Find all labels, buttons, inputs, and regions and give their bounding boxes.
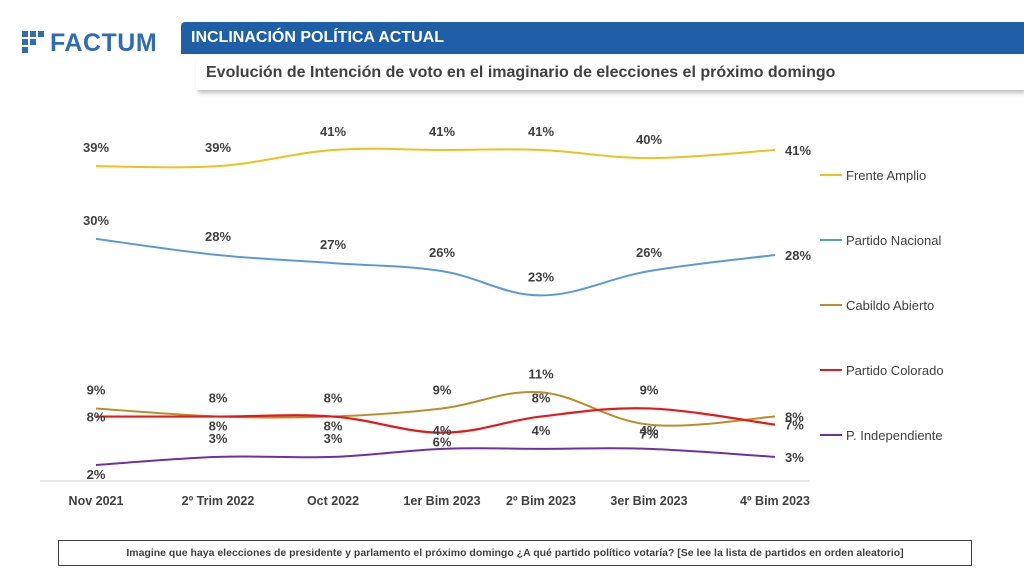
legend-swatch (820, 174, 842, 176)
question-footnote: Imagine que haya elecciones de president… (58, 540, 972, 566)
data-label-partido-colorado: 7% (785, 418, 804, 433)
data-label-partido-nacional: 28% (785, 248, 811, 263)
data-label-partido-nacional: 26% (429, 245, 455, 260)
factum-logo: FACTUM (20, 26, 170, 62)
data-label-partido-nacional: 28% (205, 229, 231, 244)
data-label-p-independiente: 2% (87, 467, 106, 482)
x-tick-label: 2º Bim 2023 (506, 494, 576, 508)
x-tick-label: Oct 2022 (307, 494, 359, 508)
legend-item-partido-colorado: Partido Colorado (820, 361, 944, 379)
x-tick-label: 1er Bim 2023 (403, 494, 480, 508)
data-label-cabildo-abierto: 9% (87, 382, 106, 397)
legend-label: Partido Nacional (846, 232, 942, 248)
data-label-p-independiente: 4% (433, 423, 452, 438)
data-label-frente-amplio: 39% (83, 140, 109, 155)
header-band: INCLINACIÓN POLÍTICA ACTUAL (181, 22, 1024, 54)
x-tick-label: 4º Bim 2023 (740, 494, 810, 508)
legend-label: Partido Colorado (846, 362, 944, 378)
legend-swatch (820, 239, 842, 241)
footnote-text: Imagine que haya elecciones de president… (126, 547, 904, 559)
data-label-p-independiente: 4% (532, 423, 551, 438)
legend-label: Cabildo Abierto (846, 297, 935, 313)
data-label-cabildo-abierto: 8% (209, 391, 228, 406)
data-label-partido-nacional: 23% (528, 269, 554, 284)
data-label-partido-colorado: 8% (532, 391, 551, 406)
data-label-p-independiente: 4% (640, 423, 659, 438)
data-label-cabildo-abierto: 7% (640, 427, 659, 442)
data-label-partido-nacional: 27% (320, 237, 346, 252)
legend-item-cabildo-abierto: Cabildo Abierto (820, 296, 934, 314)
legend-item-p-independiente: P. Independiente (820, 426, 943, 444)
legend-label: Frente Amplio (846, 167, 927, 183)
data-label-partido-nacional: 26% (636, 245, 662, 260)
series-line-partido-nacional (95, 237, 776, 297)
series-line-p-independiente (95, 447, 776, 466)
data-label-cabildo-abierto: 8% (324, 391, 343, 406)
data-label-frente-amplio: 41% (785, 143, 811, 158)
series-line-partido-colorado (96, 407, 776, 434)
data-label-frente-amplio: 41% (429, 124, 455, 139)
legend-swatch (820, 434, 842, 436)
data-label-p-independiente: 3% (209, 431, 228, 446)
x-tick-label: 2º Trim 2022 (182, 494, 255, 508)
legend-swatch (820, 304, 842, 306)
x-tick-label: Nov 2021 (69, 494, 124, 508)
legend-label: P. Independiente (846, 427, 943, 443)
data-label-partido-colorado: 6% (433, 435, 452, 450)
data-label-partido-colorado: 9% (640, 382, 659, 397)
x-tick-label: 3er Bim 2023 (610, 494, 687, 508)
legend-swatch (820, 369, 842, 371)
data-label-p-independiente: 3% (785, 450, 804, 465)
data-label-partido-colorado: 8% (209, 419, 228, 434)
data-label-cabildo-abierto: 8% (785, 410, 804, 425)
factum-logo-icon (22, 31, 44, 53)
legend-item-frente-amplio: Frente Amplio (820, 166, 926, 184)
data-label-partido-colorado: 8% (87, 410, 106, 425)
chart-subtitle: Evolución de Intención de voto en el ima… (206, 64, 836, 81)
page-title: INCLINACIÓN POLÍTICA ACTUAL (191, 29, 445, 46)
data-label-frente-amplio: 40% (636, 132, 662, 147)
data-label-frente-amplio: 41% (528, 124, 554, 139)
data-label-cabildo-abierto: 9% (433, 382, 452, 397)
data-label-frente-amplio: 39% (205, 140, 231, 155)
data-label-partido-colorado: 8% (324, 419, 343, 434)
subtitle-band: Evolución de Intención de voto en el ima… (196, 56, 1024, 90)
data-label-partido-nacional: 30% (83, 213, 109, 228)
logo-text: FACTUM (50, 29, 158, 57)
data-label-p-independiente: 3% (324, 431, 343, 446)
data-label-frente-amplio: 41% (320, 124, 346, 139)
legend-item-partido-nacional: Partido Nacional (820, 231, 941, 249)
data-label-cabildo-abierto: 11% (528, 366, 554, 381)
series-line-frente-amplio (95, 147, 776, 169)
